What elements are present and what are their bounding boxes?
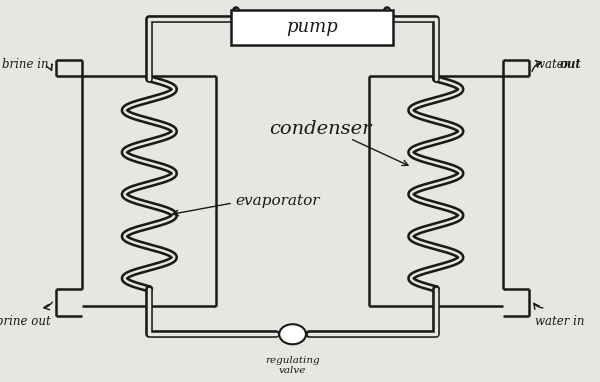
Text: water in: water in bbox=[535, 316, 584, 329]
Text: water: water bbox=[535, 58, 573, 71]
Text: evaporator: evaporator bbox=[235, 194, 320, 207]
Text: condenser: condenser bbox=[269, 120, 371, 138]
Text: out: out bbox=[560, 58, 581, 71]
Text: brine in: brine in bbox=[2, 58, 49, 71]
Text: pump: pump bbox=[286, 18, 338, 36]
Bar bbox=[230, 10, 393, 45]
Text: brine out: brine out bbox=[0, 316, 50, 329]
Ellipse shape bbox=[279, 324, 306, 344]
Text: regulating
valve: regulating valve bbox=[265, 356, 320, 375]
